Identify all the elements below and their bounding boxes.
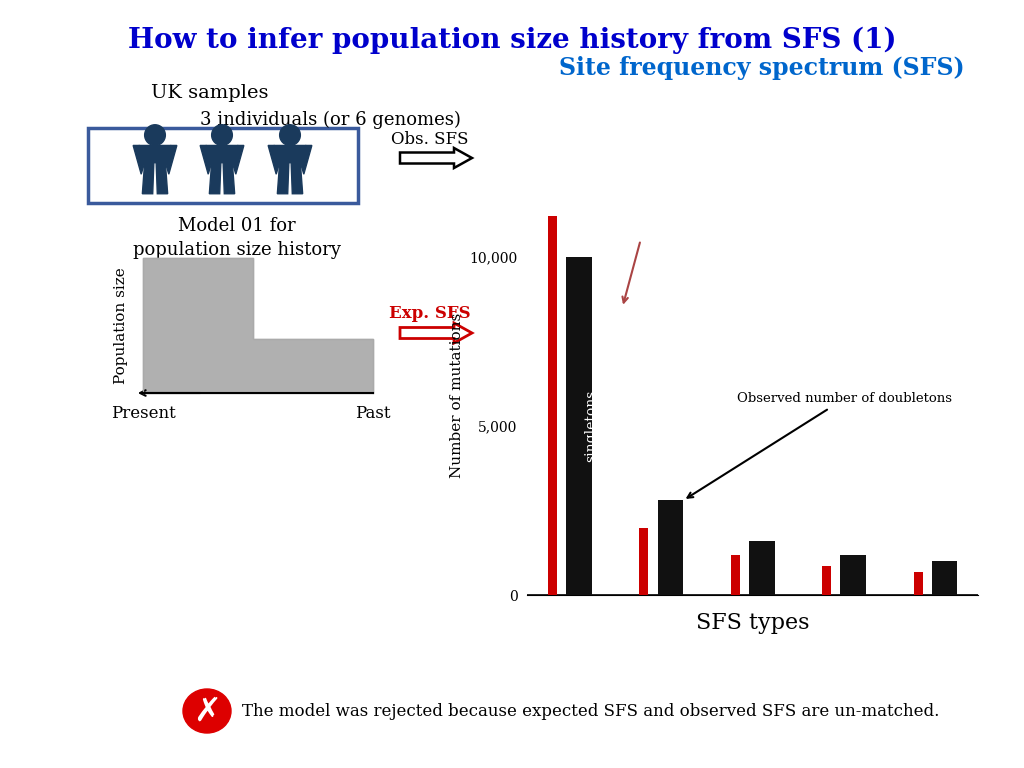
Text: Exp. SFS: Exp. SFS [389, 304, 471, 322]
Text: Obs. SFS: Obs. SFS [391, 131, 469, 148]
Polygon shape [142, 163, 154, 194]
Text: Site frequency spectrum (SFS): Site frequency spectrum (SFS) [559, 56, 965, 80]
Text: The model was rejected because expected SFS and observed SFS are un-matched.: The model was rejected because expected … [242, 703, 939, 720]
Polygon shape [300, 145, 312, 174]
Polygon shape [143, 258, 373, 393]
Text: Population size: Population size [114, 267, 128, 384]
Polygon shape [291, 163, 303, 194]
Bar [639, 528, 648, 595]
FancyArrow shape [400, 148, 472, 168]
Polygon shape [268, 145, 280, 174]
Polygon shape [156, 163, 168, 194]
Bar [841, 554, 866, 595]
Text: UK samples: UK samples [152, 84, 268, 102]
Bar [548, 216, 557, 595]
Circle shape [280, 124, 300, 145]
Bar [749, 541, 774, 595]
FancyBboxPatch shape [88, 128, 358, 203]
Bar [566, 257, 592, 595]
Polygon shape [209, 163, 221, 194]
Text: Past: Past [355, 405, 391, 422]
Polygon shape [232, 145, 244, 174]
Ellipse shape [183, 689, 231, 733]
Text: singletons: singletons [585, 390, 599, 462]
Text: How to infer population size history from SFS (1): How to infer population size history fro… [128, 26, 896, 54]
Polygon shape [273, 145, 306, 163]
Text: Observed number of doubletons: Observed number of doubletons [687, 392, 951, 498]
Polygon shape [139, 145, 171, 163]
Polygon shape [223, 163, 234, 194]
FancyArrow shape [400, 323, 472, 343]
Bar [913, 571, 923, 595]
Bar [657, 501, 683, 595]
Polygon shape [200, 145, 212, 174]
Polygon shape [206, 145, 239, 163]
Polygon shape [278, 163, 289, 194]
Text: 3 individuals (or 6 genomes): 3 individuals (or 6 genomes) [200, 111, 461, 129]
Text: ✗: ✗ [193, 694, 221, 727]
Text: Present: Present [111, 405, 175, 422]
Bar [932, 561, 957, 595]
Bar [731, 554, 739, 595]
Circle shape [144, 124, 165, 145]
Polygon shape [165, 145, 177, 174]
Bar [822, 567, 831, 595]
Polygon shape [133, 145, 144, 174]
Y-axis label: Number of mutations: Number of mutations [450, 313, 464, 478]
X-axis label: SFS types: SFS types [696, 612, 809, 634]
Circle shape [212, 124, 232, 145]
Text: Model 01 for
population size history: Model 01 for population size history [133, 217, 341, 259]
